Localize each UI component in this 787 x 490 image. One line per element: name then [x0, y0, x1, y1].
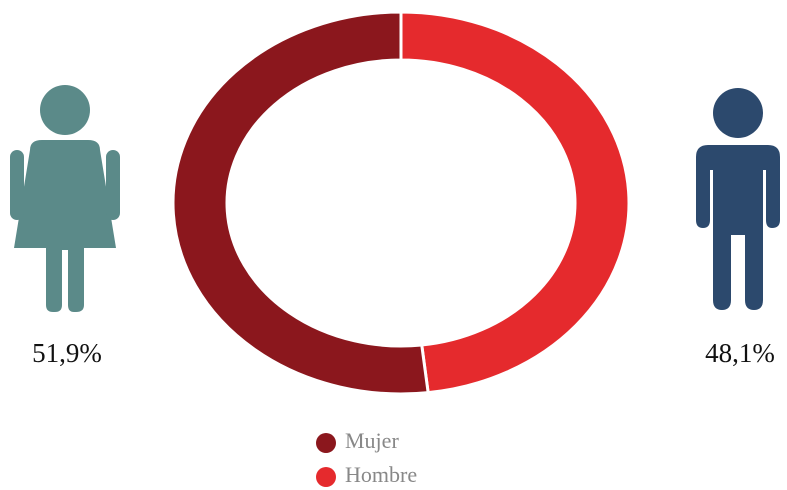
donut-segment [399, 10, 631, 395]
donut-segment [171, 10, 430, 396]
legend-label: Hombre [345, 462, 417, 487]
value-label: 51,9% [32, 338, 102, 368]
man-icon [696, 88, 780, 310]
legend-swatch [316, 433, 336, 453]
value-label: 48,1% [705, 338, 775, 368]
legend-label: Mujer [345, 428, 399, 453]
woman-icon [10, 85, 120, 312]
legend-swatch [316, 467, 336, 487]
